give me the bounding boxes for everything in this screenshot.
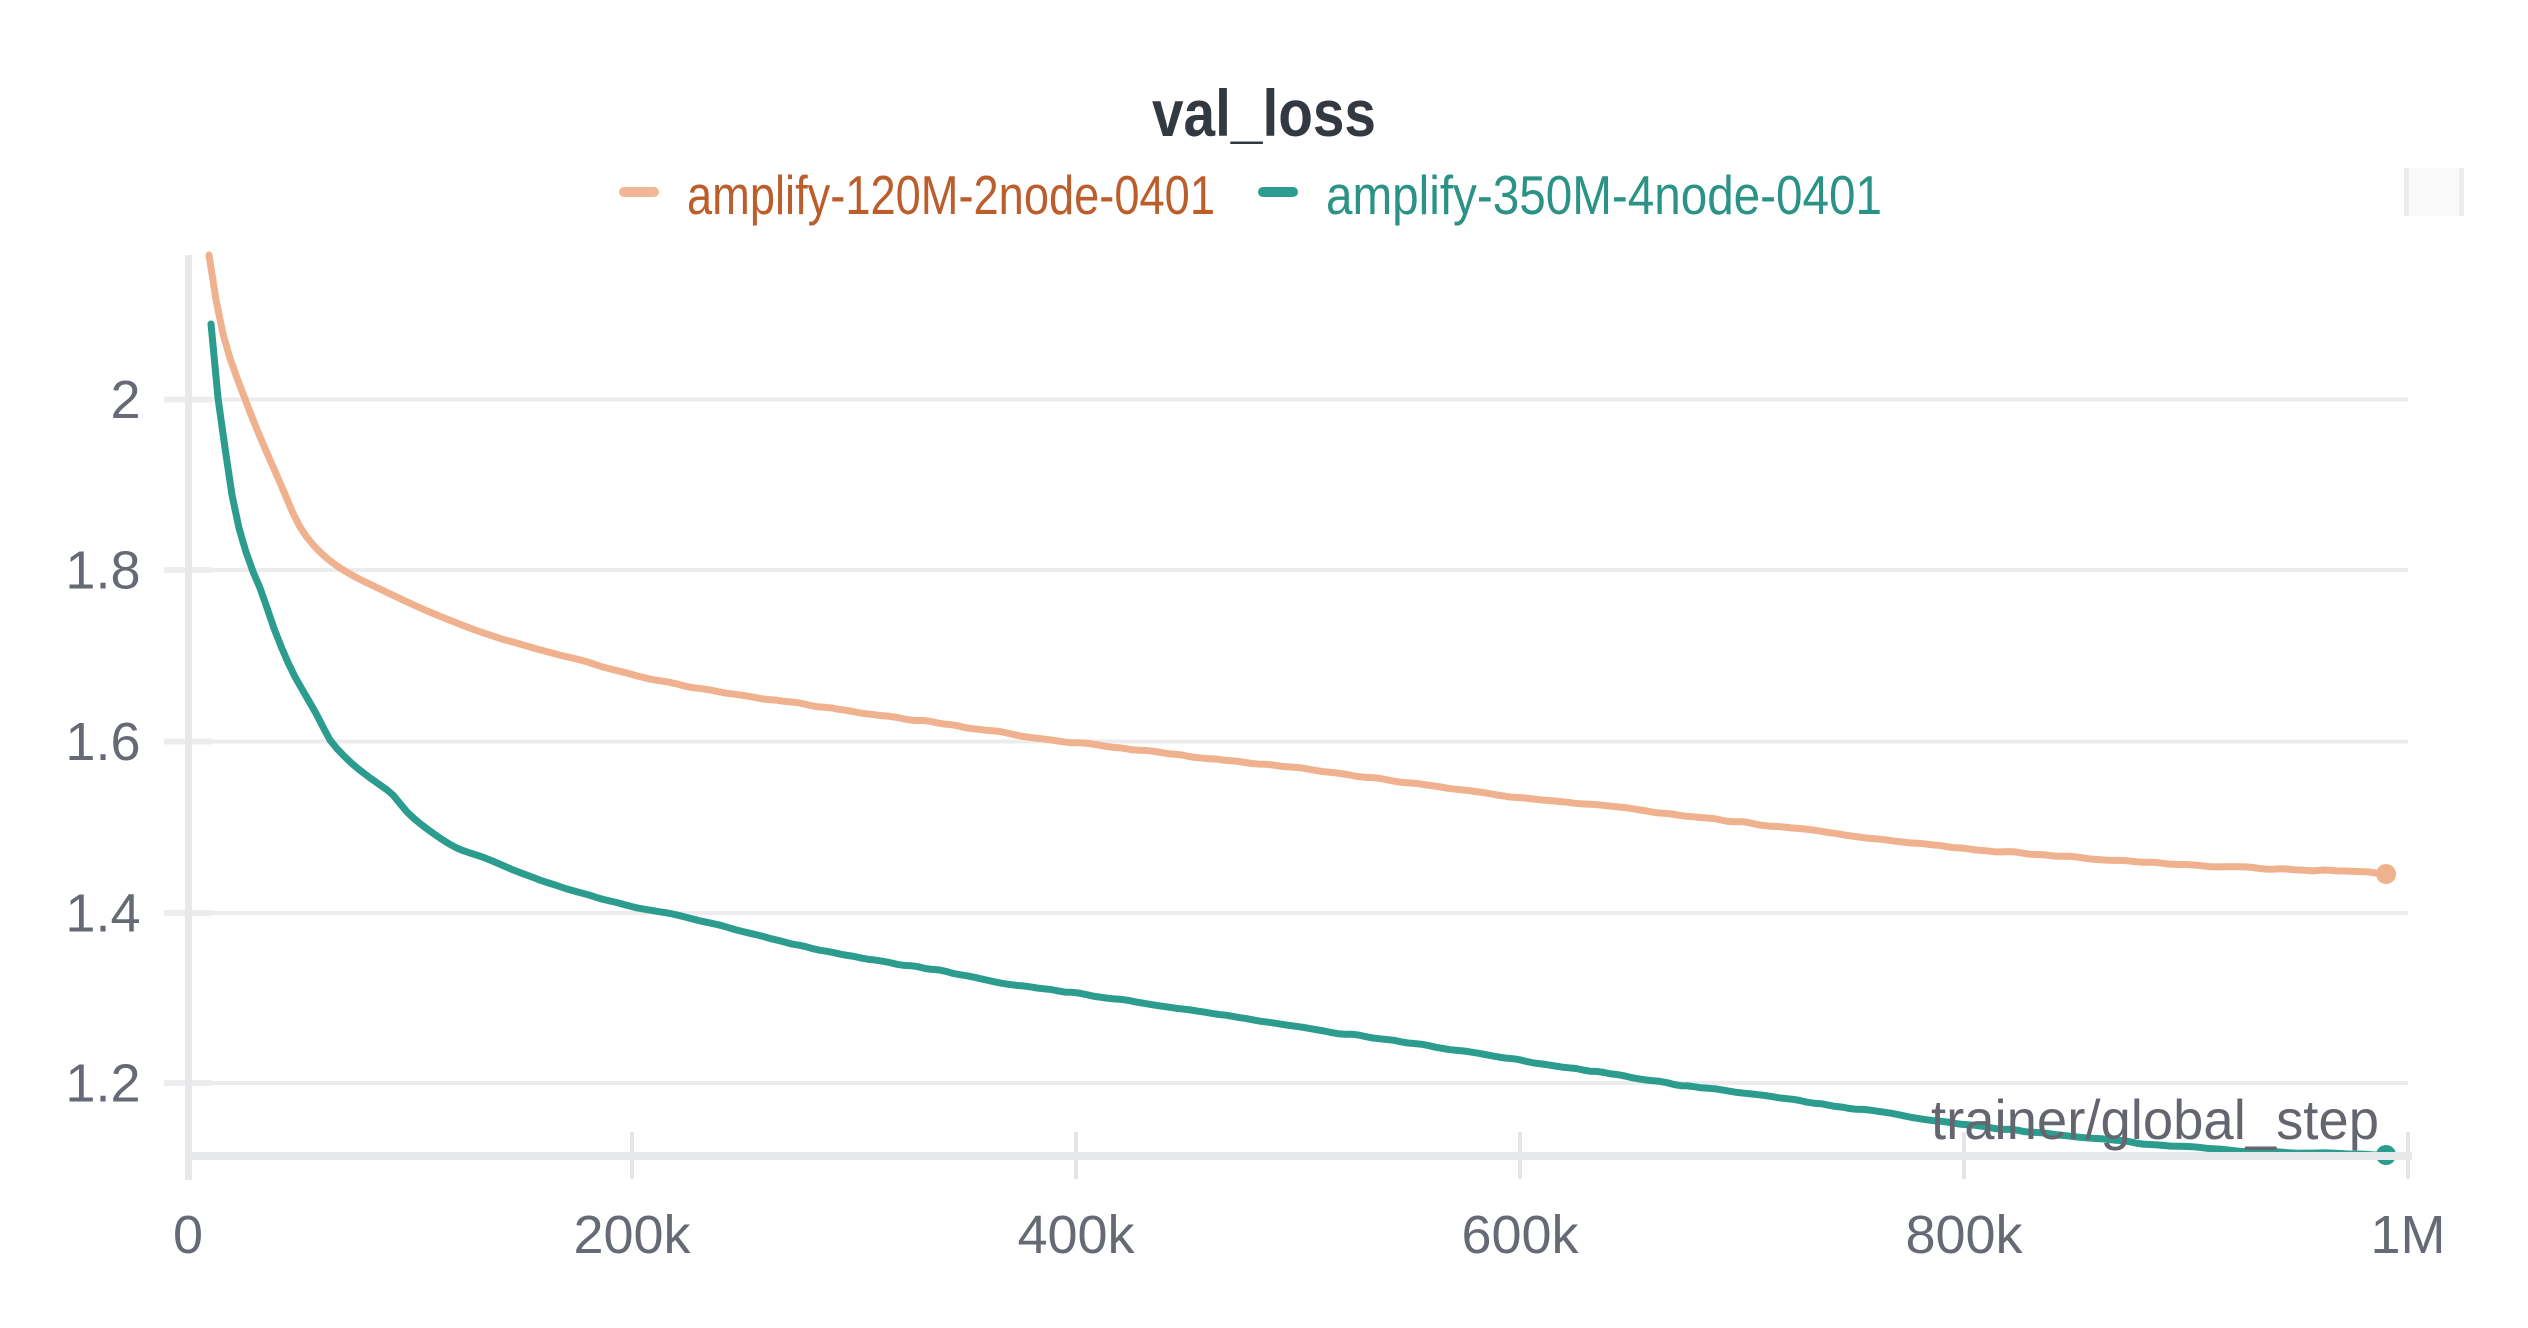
svg-text:0: 0: [173, 1205, 203, 1265]
svg-text:amplify-120M-2node-0401: amplify-120M-2node-0401: [687, 164, 1215, 226]
svg-text:1.6: 1.6: [65, 712, 140, 772]
svg-text:200k: 200k: [573, 1205, 691, 1265]
svg-text:trainer/global_step: trainer/global_step: [1931, 1088, 2379, 1151]
svg-text:2: 2: [110, 370, 140, 430]
svg-text:amplify-350M-4node-0401: amplify-350M-4node-0401: [1326, 164, 1882, 226]
svg-text:1.8: 1.8: [65, 541, 140, 601]
svg-text:1.4: 1.4: [65, 884, 140, 944]
svg-text:1M: 1M: [2370, 1205, 2445, 1265]
svg-text:600k: 600k: [1461, 1205, 1579, 1265]
svg-text:800k: 800k: [1905, 1205, 2023, 1265]
svg-text:1.2: 1.2: [65, 1054, 140, 1114]
svg-text:400k: 400k: [1017, 1205, 1135, 1265]
svg-text:val_loss: val_loss: [1152, 76, 1376, 150]
